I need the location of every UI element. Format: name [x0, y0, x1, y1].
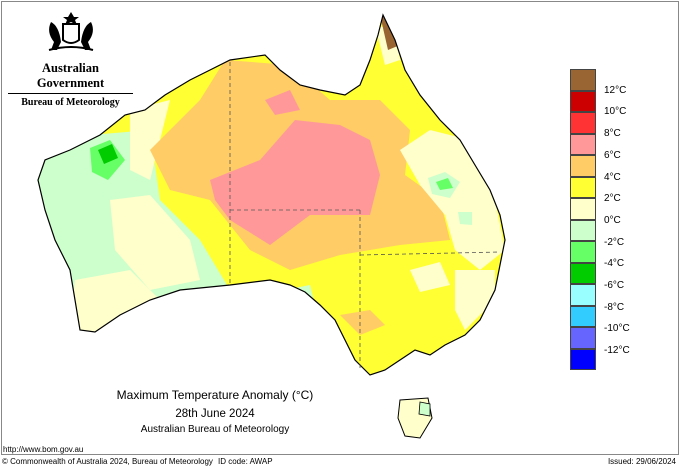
map-title: Maximum Temperature Anomaly (°C)	[116, 388, 314, 402]
legend-label: -2°C	[604, 236, 625, 248]
logo-line1: Australian Government	[36, 61, 105, 90]
legend-swatch	[570, 219, 596, 241]
state-borders	[229, 62, 501, 370]
bom-url-link[interactable]: http://www.bom.gov.au	[3, 445, 84, 454]
map-date: 28th June 2024	[175, 408, 255, 420]
id-code: ID code: AWAP	[218, 457, 273, 466]
legend-label: 12°C	[604, 84, 627, 96]
legend-label: 0°C	[604, 214, 621, 226]
legend-swatch	[570, 198, 596, 220]
color-legend: 12°C 10°C 8°C 6°C 4°C 2°C 0°C -2°C -4°C -6°C -8°C -…	[570, 69, 630, 370]
legend-swatch	[570, 112, 596, 134]
legend-label: -6°C	[604, 280, 625, 291]
issued-date: Issued: 29/06/2024	[607, 457, 676, 466]
map-border	[1, 1, 679, 455]
map-source: Australian Bureau of Meteorology	[140, 424, 290, 435]
legend-swatch	[570, 90, 596, 112]
legend-label: 4°C	[604, 171, 621, 183]
legend-label: -10°C	[604, 323, 630, 335]
legend-label: 8°C	[604, 128, 621, 140]
legend-swatch	[570, 348, 596, 370]
coat-of-arms-icon	[48, 12, 93, 51]
government-logo: Australian Government Bureau of Meteorol…	[8, 10, 133, 108]
legend-swatch	[570, 133, 596, 155]
legend-label: 6°C	[604, 149, 621, 161]
logo-line2: Bureau of Meteorology	[8, 93, 133, 108]
legend-label: -8°C	[604, 301, 625, 313]
legend-swatch	[570, 305, 596, 327]
legend-swatch	[570, 241, 596, 263]
legend-swatch	[570, 327, 596, 349]
legend-label: 10°C	[604, 106, 627, 118]
legend-label: -4°C	[604, 258, 625, 270]
legend-swatch	[570, 176, 596, 198]
legend-swatch	[570, 262, 596, 284]
legend-swatch	[570, 155, 596, 177]
legend-swatch	[570, 284, 596, 306]
legend-label: -12°C	[604, 345, 630, 357]
copyright-text: © Commonwealth of Australia 2024, Bureau…	[2, 457, 213, 466]
legend-label: 2°C	[604, 193, 621, 205]
legend-swatch	[570, 69, 596, 91]
